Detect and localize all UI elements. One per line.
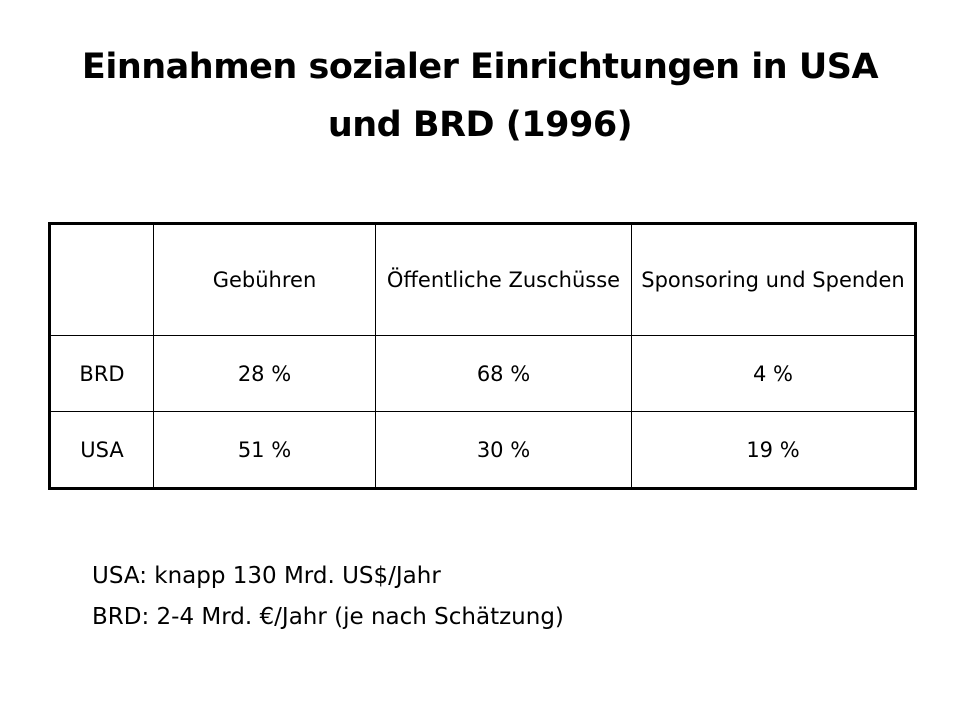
header-cell-empty: [49, 223, 154, 336]
notes-block: USA: knapp 130 Mrd. US$/Jahr BRD: 2-4 Mr…: [92, 556, 564, 638]
row-label-cell: USA: [49, 411, 154, 489]
table-cell: 30 %: [375, 411, 632, 489]
table-cell: 19 %: [631, 411, 916, 489]
table-cell: 28 %: [153, 335, 376, 412]
header-cell-oeffentliche-zuschuesse: Öffentliche Zuschüsse: [375, 223, 632, 336]
table-header-row: Gebühren Öffentliche Zuschüsse Sponsorin…: [49, 223, 916, 336]
note-brd: BRD: 2-4 Mrd. €/Jahr (je nach Schätzung): [92, 604, 564, 630]
slide-title: Einnahmen sozialer Einrichtungen in USA …: [40, 38, 920, 154]
table-cell: 4 %: [631, 335, 916, 412]
note-usa: USA: knapp 130 Mrd. US$/Jahr: [92, 563, 441, 589]
row-label-cell: BRD: [49, 335, 154, 412]
table-row: USA 51 % 30 % 19 %: [49, 411, 916, 489]
table-cell: 68 %: [375, 335, 632, 412]
table-cell: 51 %: [153, 411, 376, 489]
table-row: BRD 28 % 68 % 4 %: [49, 335, 916, 412]
slide-title-line-2: und BRD (1996): [327, 105, 633, 145]
header-cell-gebuehren: Gebühren: [153, 223, 376, 336]
slide-title-line-1: Einnahmen sozialer Einrichtungen in USA: [81, 47, 879, 87]
revenue-table: Gebühren Öffentliche Zuschüsse Sponsorin…: [48, 222, 917, 490]
header-cell-sponsoring-spenden: Sponsoring und Spenden: [631, 223, 916, 336]
